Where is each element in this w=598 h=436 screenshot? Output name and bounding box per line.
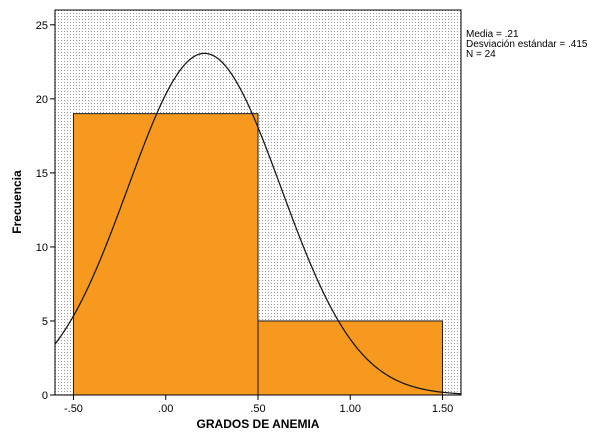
- x-tick-label: -.50: [64, 403, 83, 415]
- x-tick-label: 1.50: [432, 403, 453, 415]
- y-tick-label: 5: [42, 316, 48, 328]
- stats-std: Desviación estándar = .415: [466, 39, 588, 50]
- x-tick-label: .50: [250, 403, 265, 415]
- histogram-bar: [72, 113, 259, 396]
- x-axis-title: GRADOS DE ANEMIA: [197, 417, 320, 431]
- y-axis: 0 5 10 15 20 25: [36, 20, 55, 402]
- y-axis-title: Frecuencia: [10, 170, 24, 234]
- x-tick-label: 1.00: [340, 403, 361, 415]
- y-tick-label: 10: [36, 242, 48, 254]
- y-tick-label: 20: [36, 94, 48, 106]
- y-tick-label: 25: [36, 20, 48, 32]
- histogram-bars: [72, 113, 444, 396]
- x-axis: -.50 .00 .50 1.00 1.50: [64, 395, 453, 415]
- stats-n: N = 24: [466, 49, 496, 60]
- normal-curve: [55, 52, 461, 395]
- stats-mean: Media = .21: [466, 29, 519, 40]
- histogram-bar: [257, 320, 444, 396]
- stats-legend: Media = .21 Desviación estándar = .415 N…: [466, 30, 587, 60]
- y-tick-label: 15: [36, 168, 48, 180]
- y-tick-label: 0: [42, 390, 48, 402]
- normal-curve-group: [55, 52, 461, 395]
- x-tick-label: .00: [158, 403, 173, 415]
